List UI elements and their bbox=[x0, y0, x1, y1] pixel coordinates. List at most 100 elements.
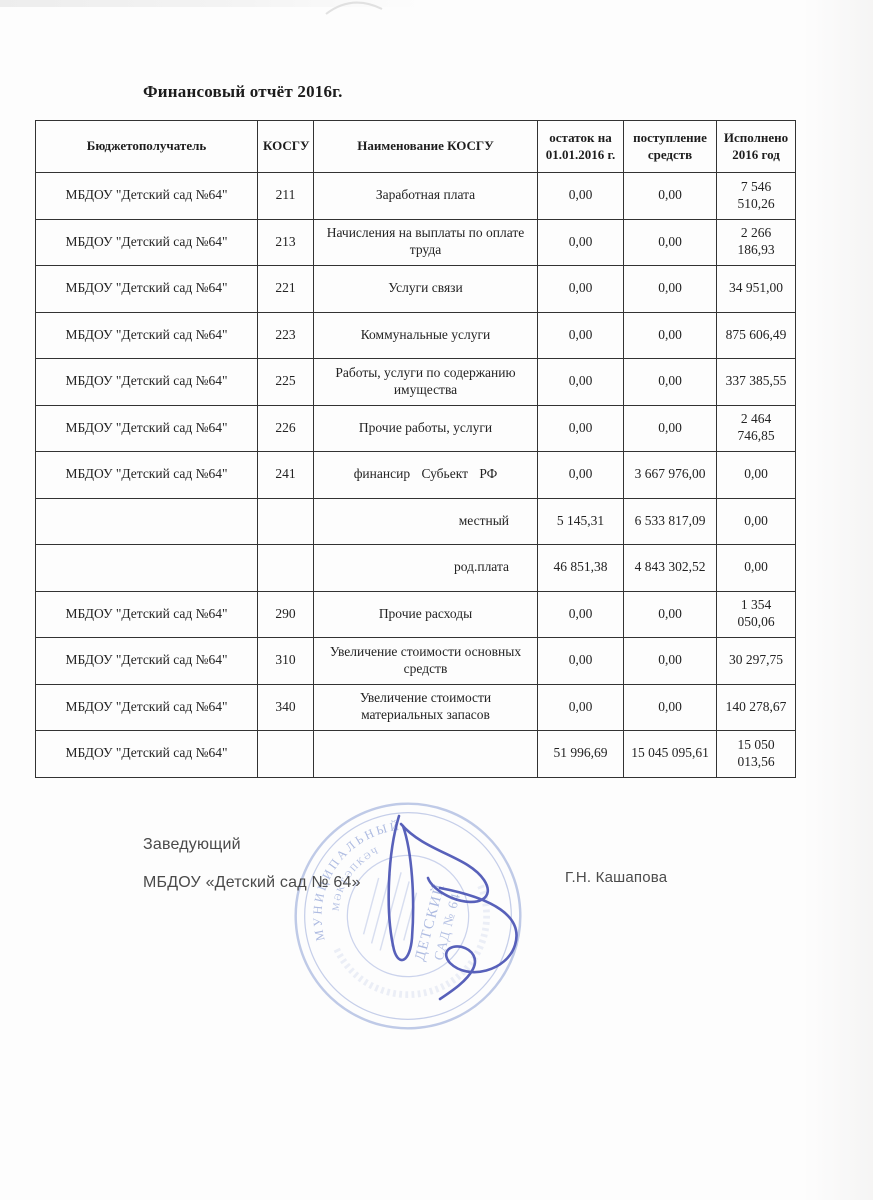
stamp-inner-ring bbox=[346, 854, 470, 978]
column-header: поступление средств bbox=[623, 120, 717, 173]
table-cell: Заработная плата bbox=[313, 172, 538, 220]
table-cell: 0,00 bbox=[716, 497, 796, 545]
table-cell: 223 bbox=[257, 311, 314, 359]
table-cell: 0,00 bbox=[623, 172, 717, 220]
table-cell: МБДОУ "Детский сад №64" bbox=[35, 451, 258, 499]
table-cell: 0,00 bbox=[716, 451, 796, 499]
table-row: МБДОУ "Детский сад №64" 226 Прочие работы,… bbox=[35, 404, 796, 452]
stamp-fine-print-lines bbox=[362, 872, 418, 951]
table-cell: 225 bbox=[257, 358, 314, 406]
table-cell: Увеличение стоимости основных средств bbox=[313, 637, 538, 685]
column-header: остаток на 01.01.2016 г. bbox=[537, 120, 624, 173]
table-cell: финансир Субьект РФ bbox=[313, 451, 538, 499]
organization-label: МБДОУ «Детский сад № 64» bbox=[143, 874, 361, 891]
table-cell: 140 278,67 bbox=[716, 683, 796, 731]
table-row: МБДОУ "Детский сад №64" 221 Услуги связи 0,… bbox=[35, 265, 796, 313]
table-cell: 0,00 bbox=[537, 311, 624, 359]
table-row: МБДОУ "Детский сад №64" 225 Работы, услуги… bbox=[35, 358, 796, 406]
table-cell: местный bbox=[313, 497, 538, 545]
table-cell: 211 bbox=[257, 172, 314, 220]
table-cell: 0,00 bbox=[537, 451, 624, 499]
table-cell: Увеличение стоимости материальных запасо… bbox=[313, 683, 538, 731]
table-cell: 46 851,38 bbox=[537, 544, 624, 592]
table-row: род.плата 46 851,38 4 843 302,52 0,00 bbox=[35, 544, 796, 592]
table-cell: 310 bbox=[257, 637, 314, 685]
table-cell: 213 bbox=[257, 218, 314, 266]
table-cell bbox=[257, 497, 314, 545]
table-cell: МБДОУ "Детский сад №64" bbox=[35, 358, 258, 406]
table-cell: Коммунальные услуги bbox=[313, 311, 538, 359]
table-cell: 0,00 bbox=[537, 265, 624, 313]
role-label: Заведующий bbox=[143, 836, 241, 853]
table-cell: 0,00 bbox=[623, 590, 717, 638]
table-cell: МБДОУ "Детский сад №64" bbox=[35, 311, 258, 359]
table-cell: 3 667 976,00 bbox=[623, 451, 717, 499]
table-cell: 875 606,49 bbox=[716, 311, 796, 359]
table-row: МБДОУ "Детский сад №64" 241 финансир Субье… bbox=[35, 451, 796, 499]
table-cell: 15 045 095,61 bbox=[623, 730, 717, 778]
table-body: МБДОУ "Детский сад №64" 211 Заработная пла… bbox=[35, 172, 796, 778]
official-round-stamp: МУНИЦИПАЛЬНЫЙ МӘКТӘПКӘЧ ДЕТСКИЙ С bbox=[279, 802, 522, 1030]
scan-artifact-arc bbox=[325, 1, 383, 15]
table-cell: 0,00 bbox=[537, 404, 624, 452]
table-cell: 0,00 bbox=[623, 311, 717, 359]
table-cell bbox=[35, 497, 258, 545]
table-cell: 6 533 817,09 bbox=[623, 497, 717, 545]
signature-stroke-curl bbox=[399, 822, 490, 904]
table-cell: 0,00 bbox=[537, 683, 624, 731]
table-cell: 0,00 bbox=[623, 358, 717, 406]
table-cell: МБДОУ "Детский сад №64" bbox=[35, 590, 258, 638]
table-row: МБДОУ "Детский сад №64" 51 996,69 15 045 0… bbox=[35, 730, 796, 778]
table-cell: МБДОУ "Детский сад №64" bbox=[35, 218, 258, 266]
table-cell: 0,00 bbox=[716, 544, 796, 592]
signature-stroke-flourish bbox=[438, 886, 518, 1001]
table-cell: МБДОУ "Детский сад №64" bbox=[35, 404, 258, 452]
table-cell: Услуги связи bbox=[313, 265, 538, 313]
column-header: Бюджетополучатель bbox=[35, 120, 258, 173]
table-cell: 0,00 bbox=[623, 404, 717, 452]
table-cell bbox=[35, 544, 258, 592]
column-header: Исполнено 2016 год bbox=[716, 120, 796, 173]
table-cell: 241 bbox=[257, 451, 314, 499]
stamp-outer-ring bbox=[294, 802, 522, 1030]
table-cell: 5 145,31 bbox=[537, 497, 624, 545]
table-cell: 4 843 302,52 bbox=[623, 544, 717, 592]
signature-stroke-loop bbox=[387, 814, 415, 962]
table-cell: 0,00 bbox=[537, 172, 624, 220]
table-cell: Работы, услуги по содержанию имущества bbox=[313, 358, 538, 406]
table-cell: 221 bbox=[257, 265, 314, 313]
table-header-row: Бюджетополучатель КОСГУ Наименование КОСГУ… bbox=[35, 120, 796, 173]
table-cell: 0,00 bbox=[623, 265, 717, 313]
table-cell: 0,00 bbox=[537, 218, 624, 266]
table-cell: 0,00 bbox=[537, 590, 624, 638]
table-cell: 0,00 bbox=[623, 637, 717, 685]
table-cell: МБДОУ "Детский сад №64" bbox=[35, 683, 258, 731]
table-cell: МБДОУ "Детский сад №64" bbox=[35, 637, 258, 685]
table-cell: 340 bbox=[257, 683, 314, 731]
table-cell: род.плата bbox=[313, 544, 538, 592]
table-row: МБДОУ "Детский сад №64" 213 Начисления на … bbox=[35, 218, 796, 266]
table-cell: 1 354 050,06 bbox=[716, 590, 796, 638]
table-cell: 15 050 013,56 bbox=[716, 730, 796, 778]
table-cell: МБДОУ "Детский сад №64" bbox=[35, 265, 258, 313]
table-cell: Прочие работы, услуги bbox=[313, 404, 538, 452]
table-row: МБДОУ "Детский сад №64" 340 Увеличение сто… bbox=[35, 683, 796, 731]
table-cell: 0,00 bbox=[623, 218, 717, 266]
table-cell: МБДОУ "Детский сад №64" bbox=[35, 730, 258, 778]
table-cell: 34 951,00 bbox=[716, 265, 796, 313]
table-cell bbox=[257, 544, 314, 592]
table-cell: 0,00 bbox=[537, 358, 624, 406]
table-cell: 51 996,69 bbox=[537, 730, 624, 778]
table-cell: Начисления на выплаты по оплате труда bbox=[313, 218, 538, 266]
table-cell: 2 266 186,93 bbox=[716, 218, 796, 266]
table-row: местный 5 145,31 6 533 817,09 0,00 bbox=[35, 497, 796, 545]
stamp-middle-ring bbox=[304, 812, 512, 1020]
column-header: Наименование КОСГУ bbox=[313, 120, 538, 173]
table-cell: 337 385,55 bbox=[716, 358, 796, 406]
document-title: Финансовый отчёт 2016г. bbox=[143, 82, 343, 101]
table-cell: 2 464 746,85 bbox=[716, 404, 796, 452]
financial-report-table: Бюджетополучатель КОСГУ Наименование КОСГУ… bbox=[35, 120, 796, 778]
signer-name: Г.Н. Кашапова bbox=[565, 869, 668, 886]
table-cell: 0,00 bbox=[623, 683, 717, 731]
